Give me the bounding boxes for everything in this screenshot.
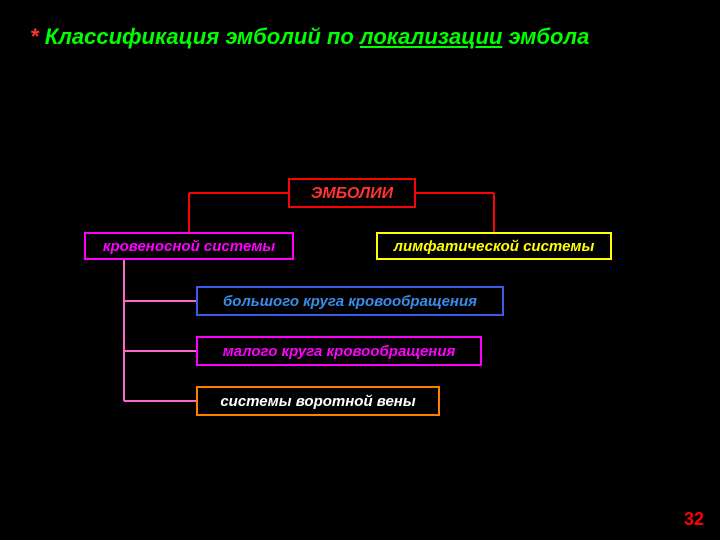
slide-title: * Классификация эмболий по локализации э…	[30, 24, 589, 50]
node-portal: системы воротной вены	[196, 386, 440, 416]
title-underlined: локализации	[360, 24, 502, 49]
title-part2: эмбола	[508, 24, 589, 49]
node-portal-label: системы воротной вены	[220, 393, 415, 410]
node-big-label: большого круга кровообращения	[223, 293, 477, 310]
node-root-label: ЭМБОЛИИ	[311, 185, 393, 202]
node-blood-label: кровеносной системы	[103, 238, 275, 255]
title-star: *	[30, 24, 39, 49]
node-small-label: малого круга кровообращения	[223, 343, 456, 360]
title-part1: Классификация эмболий по	[45, 24, 354, 49]
slide-number: 32	[684, 509, 704, 530]
node-lymph-label: лимфатической системы	[394, 238, 595, 255]
connector-lines	[0, 0, 720, 540]
node-big: большого круга кровообращения	[196, 286, 504, 316]
node-blood: кровеносной системы	[84, 232, 294, 260]
node-lymph: лимфатической системы	[376, 232, 612, 260]
node-small: малого круга кровообращения	[196, 336, 482, 366]
node-root: ЭМБОЛИИ	[288, 178, 416, 208]
